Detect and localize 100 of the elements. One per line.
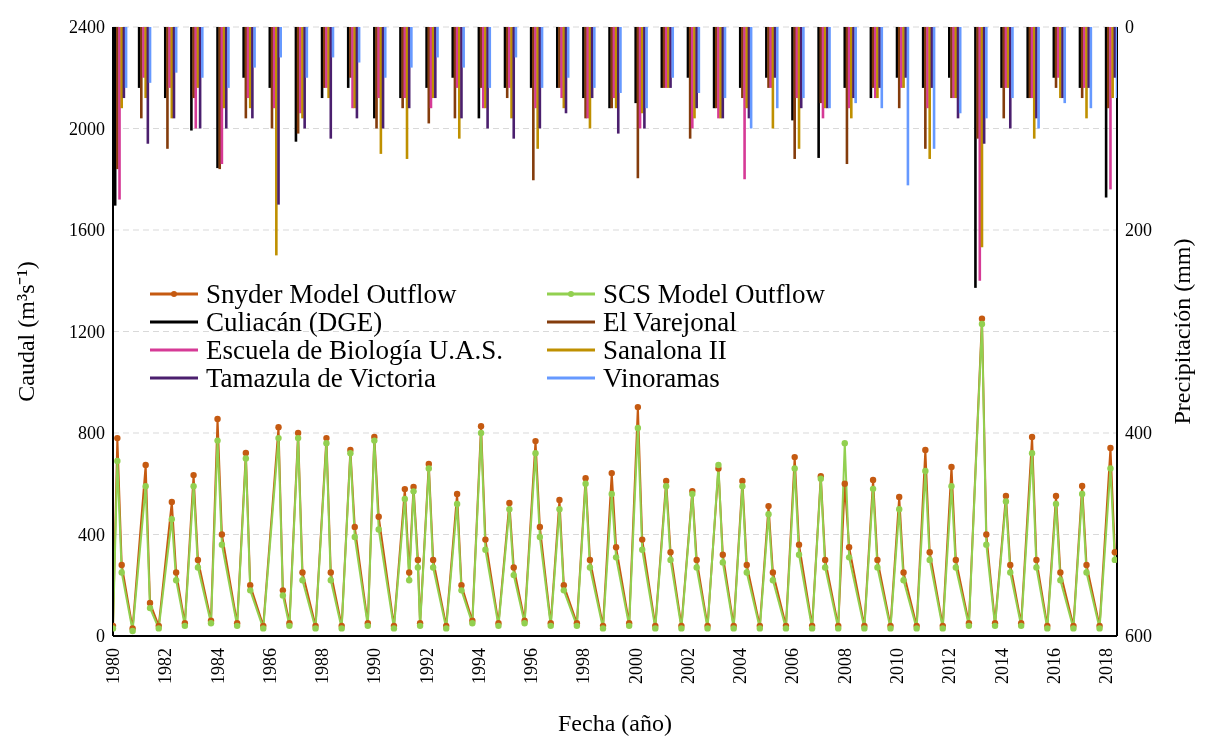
bar bbox=[880, 27, 884, 109]
bar bbox=[560, 27, 563, 99]
bar bbox=[436, 27, 439, 58]
bar bbox=[427, 27, 431, 124]
x-tick-label: 2014 bbox=[991, 648, 1012, 684]
x-tick-label: 2006 bbox=[782, 648, 803, 684]
x-tick-label: 1988 bbox=[312, 648, 333, 684]
x-axis-title: Fecha (año) bbox=[558, 710, 672, 737]
bar bbox=[634, 27, 637, 104]
bar bbox=[793, 27, 796, 159]
bar bbox=[200, 27, 204, 78]
bar bbox=[401, 27, 404, 109]
bar bbox=[671, 27, 675, 78]
y-tick-label: 400 bbox=[78, 524, 105, 545]
bar bbox=[329, 27, 333, 139]
bar bbox=[279, 27, 282, 58]
bar bbox=[166, 27, 169, 149]
bar bbox=[645, 27, 648, 109]
y-tick-label: 1600 bbox=[69, 220, 105, 241]
bar bbox=[1111, 27, 1114, 99]
y-tick-label: 0 bbox=[96, 626, 105, 647]
bar bbox=[1063, 27, 1067, 104]
bar bbox=[904, 27, 908, 78]
bar bbox=[843, 27, 847, 88]
x-tick-label: 1982 bbox=[155, 648, 176, 684]
bar bbox=[985, 27, 988, 119]
bar bbox=[743, 27, 746, 180]
x-tick-label: 2008 bbox=[834, 648, 855, 684]
legend-label: El Varejonal bbox=[603, 307, 737, 337]
bar bbox=[194, 27, 198, 129]
bar bbox=[695, 27, 698, 109]
bar bbox=[1109, 27, 1112, 190]
bar bbox=[1002, 27, 1006, 119]
x-tick-label: 2004 bbox=[730, 648, 751, 684]
bar bbox=[377, 27, 380, 99]
bar bbox=[451, 27, 455, 78]
bar bbox=[140, 27, 143, 119]
bar bbox=[144, 27, 147, 99]
bar bbox=[616, 27, 620, 134]
x-tick-label: 1990 bbox=[364, 648, 385, 684]
x-tick-label: 2002 bbox=[677, 648, 698, 684]
bar bbox=[978, 27, 982, 281]
y2-tick-label: 200 bbox=[1125, 220, 1152, 241]
bar bbox=[924, 27, 927, 149]
bar bbox=[462, 27, 465, 68]
x-tick-label: 1998 bbox=[573, 648, 594, 684]
bar bbox=[817, 27, 820, 158]
bar bbox=[277, 27, 280, 205]
y2-axis-title: Precipitación (mm) bbox=[1169, 238, 1195, 425]
y-axis-title: Caudal (m³s⁻¹) bbox=[12, 261, 39, 402]
legend-label: SCS Model Outflow bbox=[603, 279, 826, 309]
bar bbox=[619, 27, 622, 93]
bar bbox=[253, 27, 256, 68]
bar bbox=[802, 27, 805, 99]
bar bbox=[1037, 27, 1040, 129]
x-tick-label: 1986 bbox=[259, 648, 280, 684]
x-tick-label: 1984 bbox=[207, 648, 228, 684]
bar bbox=[775, 27, 779, 109]
bar bbox=[227, 27, 230, 88]
bar bbox=[532, 27, 535, 181]
bar bbox=[224, 27, 228, 129]
bar bbox=[251, 27, 254, 119]
x-tick-label: 1980 bbox=[103, 648, 123, 684]
bar bbox=[928, 27, 931, 159]
y2-tick-label: 600 bbox=[1125, 626, 1152, 647]
bar bbox=[190, 27, 193, 131]
x-tick-label: 2016 bbox=[1043, 648, 1064, 684]
bar bbox=[488, 27, 492, 88]
x-tick-label: 2012 bbox=[939, 648, 960, 684]
bar bbox=[974, 27, 977, 288]
bar bbox=[1087, 27, 1090, 88]
y-tick-label: 1200 bbox=[69, 321, 105, 342]
bar bbox=[512, 27, 516, 139]
y2-tick-label: 400 bbox=[1125, 423, 1152, 444]
x-tick-label: 2000 bbox=[625, 648, 646, 684]
y-tick-label: 800 bbox=[78, 423, 105, 444]
y-tick-label: 2000 bbox=[69, 118, 105, 139]
legend-label: Vinoramas bbox=[603, 363, 720, 393]
bar bbox=[242, 27, 245, 78]
y-tick-label: 2400 bbox=[69, 17, 105, 38]
bar bbox=[745, 27, 749, 109]
bar bbox=[486, 27, 489, 129]
y2-tick-label: 0 bbox=[1125, 17, 1134, 38]
x-tick-label: 2018 bbox=[1096, 648, 1117, 684]
bar bbox=[536, 27, 539, 149]
bar bbox=[854, 27, 857, 104]
bar bbox=[410, 27, 413, 68]
bar bbox=[168, 27, 171, 88]
x-tick-label: 1996 bbox=[521, 648, 542, 684]
x-tick-label: 1994 bbox=[468, 648, 489, 684]
legend-label: Snyder Model Outflow bbox=[206, 279, 457, 309]
x-tick-label: 1992 bbox=[416, 648, 437, 684]
bar bbox=[1011, 27, 1014, 99]
bar bbox=[303, 27, 306, 129]
x-tick-label: 2010 bbox=[887, 648, 908, 684]
bar bbox=[460, 27, 463, 119]
bar bbox=[120, 27, 124, 109]
bar bbox=[383, 27, 387, 78]
bar bbox=[593, 27, 596, 88]
bar bbox=[118, 27, 121, 200]
